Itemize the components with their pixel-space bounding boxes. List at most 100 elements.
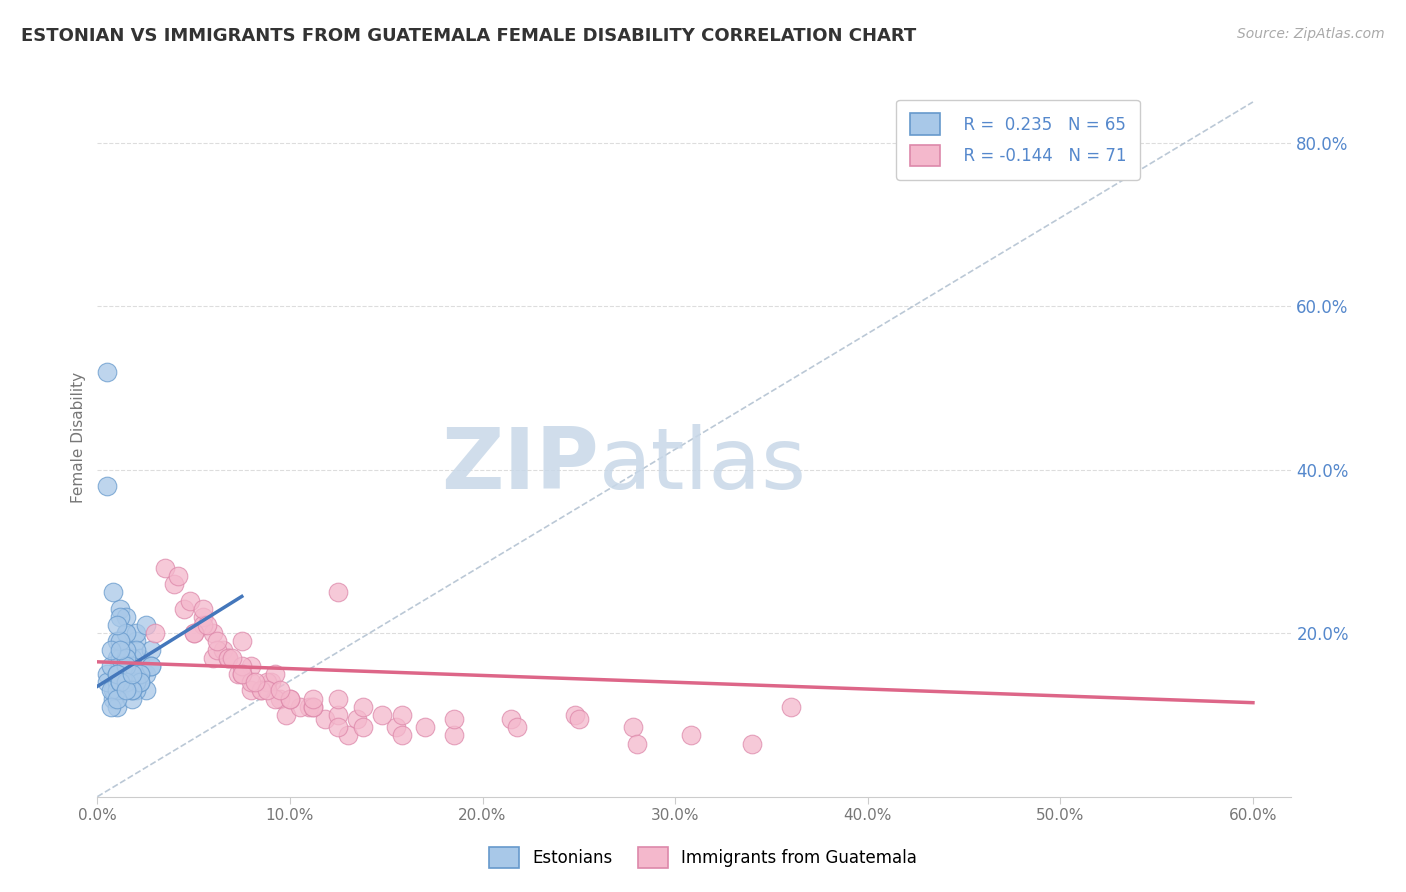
Point <box>195 618 218 632</box>
Point <box>391 728 413 742</box>
Point <box>173 601 195 615</box>
Point <box>105 675 128 690</box>
Point <box>183 626 205 640</box>
Point <box>326 585 349 599</box>
Point <box>443 728 465 742</box>
Point <box>240 683 263 698</box>
Point <box>302 699 325 714</box>
Point <box>121 691 143 706</box>
Point <box>100 642 122 657</box>
Point <box>121 683 143 698</box>
Point <box>105 699 128 714</box>
Point <box>101 683 124 698</box>
Point <box>115 626 138 640</box>
Point <box>250 683 273 698</box>
Point <box>679 728 702 742</box>
Point <box>100 699 122 714</box>
Legend:   R =  0.235   N = 65,   R = -0.144   N = 71: R = 0.235 N = 65, R = -0.144 N = 71 <box>897 100 1140 179</box>
Point <box>179 593 201 607</box>
Point <box>125 683 148 698</box>
Point <box>205 634 228 648</box>
Point <box>193 610 215 624</box>
Point <box>100 659 122 673</box>
Point <box>110 675 132 690</box>
Point <box>115 610 138 624</box>
Point <box>626 737 648 751</box>
Point <box>110 642 132 657</box>
Point <box>110 610 132 624</box>
Point <box>302 699 325 714</box>
Point <box>274 708 297 723</box>
Point <box>110 667 132 681</box>
Point <box>128 675 150 690</box>
Point <box>226 667 249 681</box>
Point <box>741 737 763 751</box>
Point <box>217 650 239 665</box>
Point <box>96 365 118 379</box>
Point <box>326 708 349 723</box>
Point <box>115 683 138 698</box>
Point <box>110 601 132 615</box>
Legend: Estonians, Immigrants from Guatemala: Estonians, Immigrants from Guatemala <box>482 840 924 875</box>
Point <box>100 683 122 698</box>
Point <box>134 618 156 632</box>
Point <box>105 683 128 698</box>
Point <box>240 675 263 690</box>
Point <box>193 618 215 632</box>
Point <box>269 683 291 698</box>
Point <box>105 634 128 648</box>
Point <box>256 683 278 698</box>
Point <box>141 659 163 673</box>
Point <box>115 626 138 640</box>
Point <box>134 683 156 698</box>
Y-axis label: Female Disability: Female Disability <box>72 371 86 502</box>
Point <box>125 642 148 657</box>
Point <box>128 667 150 681</box>
Text: ESTONIAN VS IMMIGRANTS FROM GUATEMALA FEMALE DISABILITY CORRELATION CHART: ESTONIAN VS IMMIGRANTS FROM GUATEMALA FE… <box>21 27 917 45</box>
Point <box>278 691 301 706</box>
Point <box>352 699 374 714</box>
Point <box>115 675 138 690</box>
Point <box>121 650 143 665</box>
Point <box>105 618 128 632</box>
Point <box>105 691 128 706</box>
Point <box>125 634 148 648</box>
Point <box>121 667 143 681</box>
Point <box>110 675 132 690</box>
Point <box>141 642 163 657</box>
Point <box>121 659 143 673</box>
Point <box>443 712 465 726</box>
Point <box>153 561 176 575</box>
Point <box>115 675 138 690</box>
Point <box>121 667 143 681</box>
Point <box>115 659 138 673</box>
Point <box>110 650 132 665</box>
Point <box>413 720 436 734</box>
Point <box>211 642 233 657</box>
Point <box>506 720 529 734</box>
Point <box>779 699 801 714</box>
Point <box>201 626 224 640</box>
Point <box>250 683 273 698</box>
Point <box>302 691 325 706</box>
Point <box>231 667 253 681</box>
Point <box>298 699 321 714</box>
Point <box>128 667 150 681</box>
Point <box>110 659 132 673</box>
Point <box>221 650 243 665</box>
Text: Source: ZipAtlas.com: Source: ZipAtlas.com <box>1237 27 1385 41</box>
Point <box>260 675 283 690</box>
Point <box>288 699 311 714</box>
Point <box>336 728 359 742</box>
Point <box>110 675 132 690</box>
Point <box>501 712 523 726</box>
Point <box>110 634 132 648</box>
Point <box>121 683 143 698</box>
Point <box>391 708 413 723</box>
Point <box>96 675 118 690</box>
Point <box>245 675 267 690</box>
Point <box>256 675 278 690</box>
Point <box>371 708 394 723</box>
Point <box>101 691 124 706</box>
Point <box>183 626 205 640</box>
